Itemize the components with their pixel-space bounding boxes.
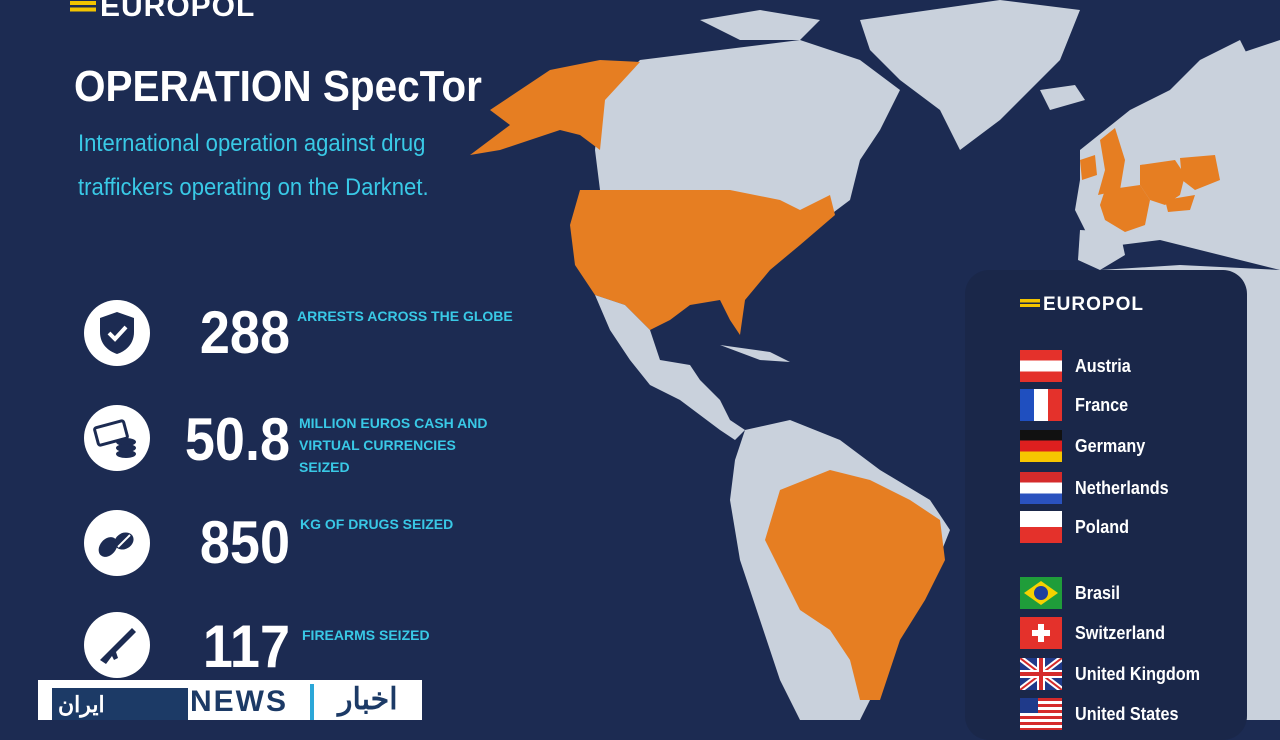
news-channel-bar: ايران NEWS اخبار (38, 680, 422, 720)
brazil-flag-icon (1020, 577, 1062, 609)
poland-shape (1180, 155, 1220, 190)
shield-check-icon (84, 300, 150, 366)
legend-item-austria: Austria (1020, 349, 1137, 383)
legend-item-united-kingdom: United Kingdom (1020, 657, 1214, 691)
cash-coins-icon (84, 405, 150, 471)
news-arabic-label: اخبار (338, 683, 398, 716)
usa-shape (570, 190, 835, 335)
legend-europol-logo: EUROPOL (1020, 294, 1144, 316)
news-channel-logo: ايران (52, 688, 188, 720)
arctic-islands-shape (700, 10, 820, 40)
ireland-shape (1080, 155, 1097, 180)
switzerland-flag-icon (1020, 617, 1062, 649)
germany-nl-shape (1140, 160, 1185, 205)
legend-item-brasil: Brasil (1020, 576, 1125, 610)
stat-drugs-value: 850 (199, 509, 290, 576)
legend-item-switzerland: Switzerland (1020, 616, 1175, 650)
stat-drugs-label: KG OF DRUGS SEIZED (300, 516, 454, 532)
scandinavia-shape (1170, 40, 1260, 150)
stat-cash-label: MILLION EUROS CASH AND VIRTUAL CURRENCIE… (299, 415, 488, 475)
news-label: NEWS (190, 685, 288, 718)
legend-item-germany: Germany (1020, 429, 1153, 463)
europol-mark-icon (1020, 299, 1040, 311)
iceland-shape (1040, 85, 1085, 110)
legend-item-netherlands: Netherlands (1020, 471, 1179, 505)
stat-arrests-label: ARRESTS ACROSS THE GLOBE (297, 308, 513, 324)
austria-shape (1165, 195, 1195, 212)
austria-flag-icon (1020, 350, 1062, 382)
brazil-shape (765, 470, 945, 700)
poland-flag-icon (1020, 511, 1062, 543)
pills-icon (84, 510, 150, 576)
news-divider (310, 684, 314, 720)
france-shape (1100, 185, 1150, 232)
alaska-shape (470, 60, 640, 155)
legend-item-poland: Poland (1020, 510, 1135, 544)
iberia-shape (1078, 230, 1125, 270)
uk-flag-icon (1020, 658, 1062, 690)
europol-logo: EUROPOL (70, 0, 255, 24)
europol-mark-icon (70, 1, 96, 16)
caribbean-shape (720, 345, 790, 362)
legend-item-france: France (1020, 388, 1134, 422)
canada-shape (595, 40, 900, 220)
us-flag-icon (1020, 698, 1062, 730)
france-flag-icon (1020, 389, 1062, 421)
mexico-shape (595, 295, 745, 440)
stat-firearms-value: 117 (202, 613, 290, 680)
legend-item-united-states: United States (1020, 697, 1190, 731)
page-title: OPERATION SpecTor (74, 62, 482, 111)
stat-arrests-value: 288 (199, 299, 290, 366)
country-legend: EUROPOL Austria France Germany Netherlan… (965, 270, 1247, 740)
greenland-shape (860, 0, 1080, 150)
uk-shape (1098, 128, 1125, 195)
netherlands-flag-icon (1020, 472, 1062, 504)
germany-flag-icon (1020, 430, 1062, 462)
stat-cash-value: 50.8 (184, 406, 290, 473)
page-subtitle: International operation against drug tra… (78, 130, 429, 201)
rifle-icon (84, 612, 150, 678)
stat-firearms-label: FIREARMS SEIZED (302, 627, 430, 643)
